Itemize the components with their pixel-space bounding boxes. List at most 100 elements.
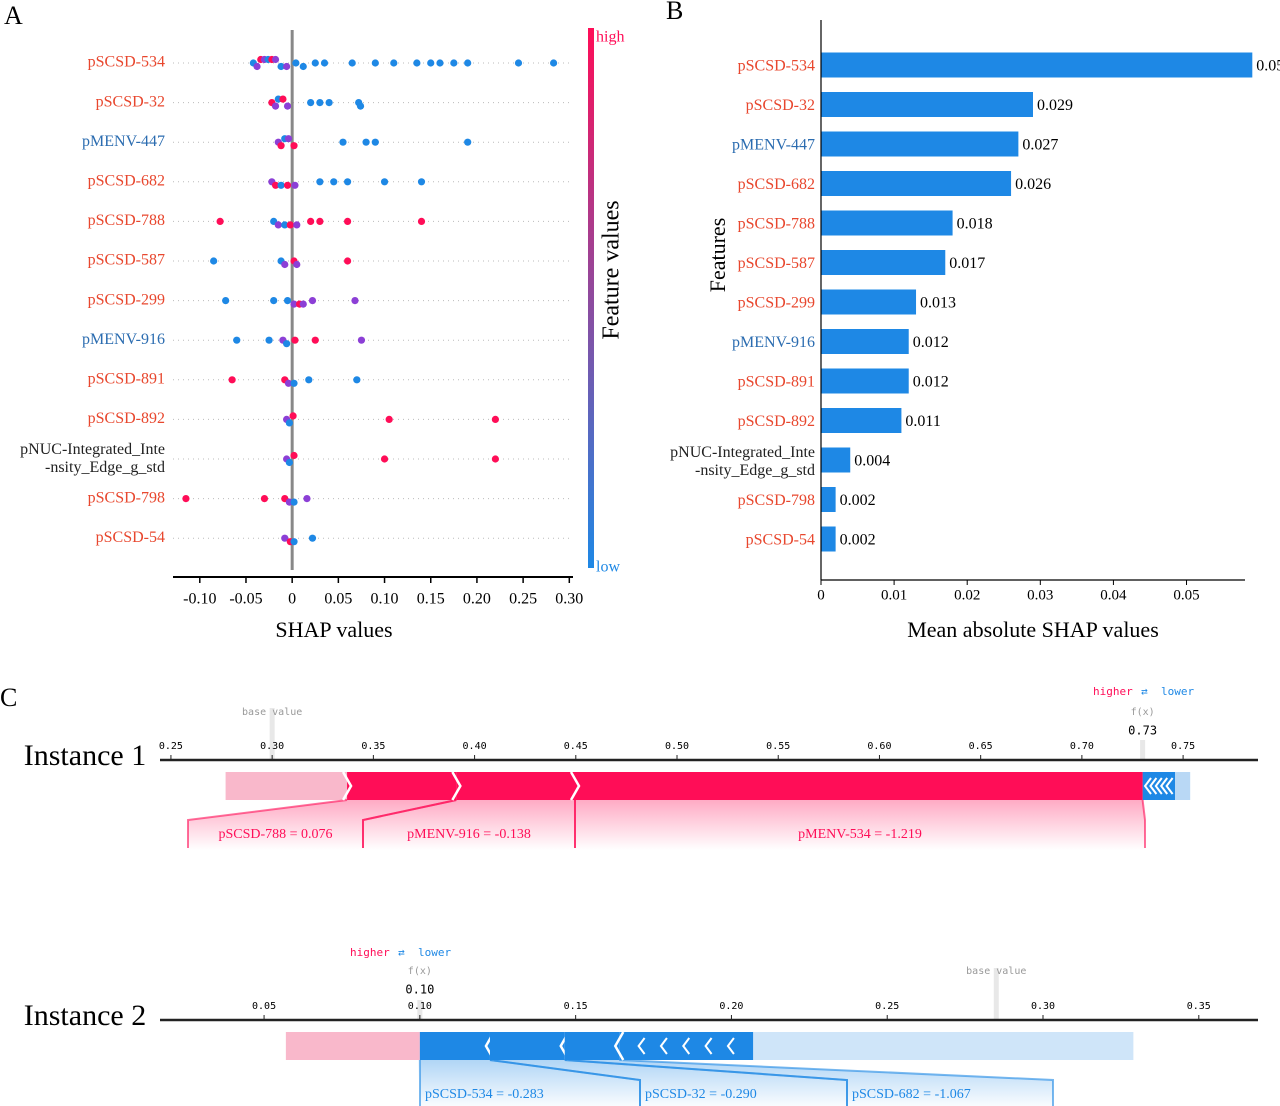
shap-dot [290, 538, 298, 546]
feature-label: pSCSD-587 [88, 252, 165, 269]
value-label: 0.012 [913, 374, 949, 391]
leader-line [564, 1059, 848, 1106]
shap-dot [271, 181, 280, 189]
shap-dot [371, 59, 379, 67]
x-tick-label: -0.10 [183, 591, 216, 608]
shap-dot [290, 498, 298, 506]
shap-dot [279, 95, 287, 103]
shap-dot [283, 181, 292, 189]
feature-label: pSCSD-32 [96, 93, 165, 110]
leader-line [362, 799, 457, 848]
feature-label: pSCSD-682 [88, 172, 165, 189]
force-segment [564, 1032, 620, 1060]
bar [821, 171, 1012, 196]
chevron [569, 771, 581, 801]
base-label: base value [966, 966, 1026, 977]
x-tick-label: 0.05 [1173, 587, 1199, 603]
leader-fade [564, 1060, 1053, 1106]
shap-dot [417, 217, 426, 225]
y-axis-label: Features [705, 218, 730, 293]
x-tick-label: 0.03 [1027, 587, 1053, 603]
shap-dot [316, 99, 324, 107]
x-tick-label: 0.45 [564, 741, 588, 752]
shap-dot [436, 59, 444, 67]
x-tick-label: 0.50 [665, 741, 689, 752]
chevron [659, 1037, 668, 1055]
shap-dot [277, 181, 285, 189]
shap-dot [233, 336, 241, 344]
bar [821, 368, 909, 394]
shap-dot [325, 99, 333, 107]
chevron [341, 771, 353, 801]
force-segment [456, 772, 575, 800]
shap-dot [210, 257, 218, 265]
chevron [704, 1037, 713, 1055]
shap-dot [289, 412, 297, 420]
shap-dot [228, 376, 236, 384]
force-tail [753, 1032, 1134, 1060]
shap-dot [283, 62, 291, 71]
x-tick-label: 0.75 [1171, 741, 1195, 752]
x-tick-label: 0.04 [1100, 587, 1127, 603]
shap-dot [292, 59, 300, 67]
chevron [1149, 777, 1158, 795]
value-label: 0.011 [905, 413, 940, 430]
feature-label: pNUC-Integrated_Inte -nsity_Edge_g_std [20, 441, 165, 476]
leader-line [489, 1059, 641, 1106]
force-segment [574, 772, 1143, 800]
shap-dot [281, 260, 289, 269]
x-tick-label: 0.35 [1187, 1001, 1211, 1012]
x-tick-label: 0.25 [509, 591, 537, 608]
force-tail [225, 772, 348, 800]
shap-dot [362, 138, 370, 146]
feature-label: pSCSD-891 [738, 374, 815, 391]
force-tail [1175, 772, 1191, 800]
shap-dot [491, 415, 500, 423]
legend-lower: lower [1161, 685, 1194, 698]
feature-label: pSCSD-534 [738, 58, 815, 75]
shap-dot [293, 221, 301, 229]
shap-dot [330, 178, 338, 186]
fx-value: 0.10 [405, 983, 434, 997]
shap-dot [357, 336, 366, 344]
bar [821, 487, 836, 512]
shap-dot [343, 217, 352, 225]
shap-dot [385, 415, 393, 423]
shap-dot [464, 138, 472, 146]
feature-contribution: pSCSD-534 = -0.283 [425, 1087, 544, 1102]
shap-dot [283, 297, 292, 305]
shap-dot [290, 142, 298, 150]
x-tick-label: 0.30 [1031, 1001, 1055, 1012]
value-label: 0.029 [1037, 97, 1073, 114]
base-label: base value [242, 707, 302, 718]
x-tick-label: 0.20 [719, 1001, 743, 1012]
force-tail [619, 1032, 754, 1060]
panel-label: A [4, 1, 23, 30]
chevron [682, 1037, 691, 1055]
bar [821, 447, 851, 473]
bar [821, 52, 1253, 78]
shap-dot [291, 181, 299, 189]
x-tick-label: 0 [288, 591, 296, 608]
force-tail [285, 1032, 420, 1060]
panel-label: B [666, 0, 683, 25]
feature-label: pSCSD-788 [88, 212, 165, 229]
shap-dot [450, 59, 458, 67]
feature-label: pSCSD-534 [88, 54, 165, 71]
feature-label: pSCSD-798 [88, 489, 165, 506]
chevron [1143, 777, 1152, 795]
x-tick-label: 0.02 [954, 587, 980, 603]
shap-dot [351, 297, 359, 305]
x-tick-label: 0.65 [969, 741, 993, 752]
shap-dot [270, 297, 278, 305]
shap-dot [274, 221, 282, 229]
shap-dot [308, 297, 317, 305]
x-tick-label: 0.15 [564, 1001, 588, 1012]
shap-dot [356, 102, 365, 110]
force-segment [347, 772, 457, 800]
value-label: 0.002 [840, 492, 876, 509]
shap-dot [290, 379, 298, 387]
x-tick-label: 0.25 [159, 741, 183, 752]
value-label: 0.004 [854, 453, 890, 470]
x-tick-label: 0.40 [463, 741, 487, 752]
